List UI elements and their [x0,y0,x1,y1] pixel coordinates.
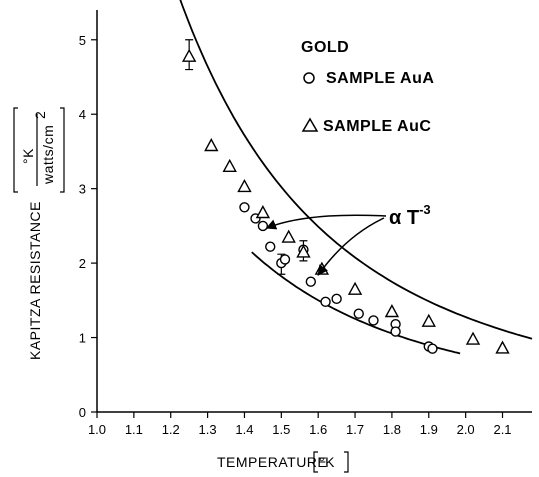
legend-label-sample-aua: SAMPLE AuA [326,70,434,87]
y-tick-label: 5 [79,33,86,48]
fit-curve-auc [179,0,533,340]
data-point-aua [368,315,379,326]
x-axis-label: TEMPERATURE [217,454,327,470]
data-point-aua [353,308,364,319]
legend-title: GOLD [301,39,349,56]
y-tick-label: 2 [79,256,86,271]
x-axis-title: TEMPERATURE °K [217,451,349,473]
x-tick-label: 1.3 [199,422,217,437]
annotation-arrow-1 [265,214,387,230]
data-point-auc [421,313,436,327]
data-point-aua [265,241,276,252]
data-point-auc [296,244,311,258]
data-point-auc [384,304,400,318]
y-axis-unit-denominator: watts/cm [40,125,56,185]
annotation: α T-3 [265,202,431,276]
y-axis-title: KAPITZA RESISTANCE °K watts/cm 2 [13,107,65,360]
y-tick-label: 4 [79,107,86,122]
data-points [181,48,510,354]
x-tick-label: 1.6 [309,422,327,437]
legend-label-sample-auc: SAMPLE AuC [323,118,431,135]
data-point-auc [347,281,363,295]
data-point-auc [181,48,197,62]
x-tick-label: 1.1 [125,422,143,437]
legend-triangle-icon [301,117,319,132]
x-tick-label: 1.8 [383,422,401,437]
legend: GOLD SAMPLE AuA SAMPLE AuC [301,39,434,135]
x-axis-unit: °K [319,454,335,470]
plot-frame [96,10,532,413]
x-tick-label: 1.2 [162,422,180,437]
data-point-auc [204,138,219,152]
y-axis-ticks: 0 1 2 3 4 5 [79,33,97,420]
data-point-aua [331,293,342,305]
data-point-auc [495,340,510,354]
data-point-aua [427,343,438,354]
x-tick-label: 2.1 [493,422,511,437]
data-point-auc [255,205,271,219]
x-tick-label: 1.0 [88,422,106,437]
x-tick-label: 1.4 [235,422,253,437]
x-axis-ticks: 1.0 1.1 1.2 1.3 1.4 1.5 1.6 1.7 1.8 1.9 2.0 2.1 [88,412,512,437]
data-point-aua [279,254,291,265]
y-axis-unit-exponent: 2 [32,111,48,119]
data-point-aua [390,326,401,337]
y-tick-label: 1 [79,331,86,346]
y-axis-unit-numerator: °K [20,148,36,164]
data-point-aua [257,220,269,232]
data-point-auc [465,331,481,345]
data-point-aua [320,296,331,308]
data-point-auc [222,158,237,173]
data-point-aua [239,202,250,213]
x-tick-label: 1.7 [346,422,364,437]
data-point-auc [281,229,296,243]
x-tick-label: 1.9 [420,422,438,437]
x-tick-label: 1.5 [272,422,290,437]
data-point-auc [237,178,252,193]
y-axis-label: KAPITZA RESISTANCE [27,201,43,360]
annotation-arrow-2 [317,217,385,276]
y-tick-label: 0 [79,405,86,420]
y-tick-label: 3 [79,182,86,197]
annotation-text: α T-3 [389,202,431,229]
data-point-aua [305,276,317,287]
x-tick-label: 2.0 [457,422,475,437]
legend-circle-icon [303,72,315,84]
